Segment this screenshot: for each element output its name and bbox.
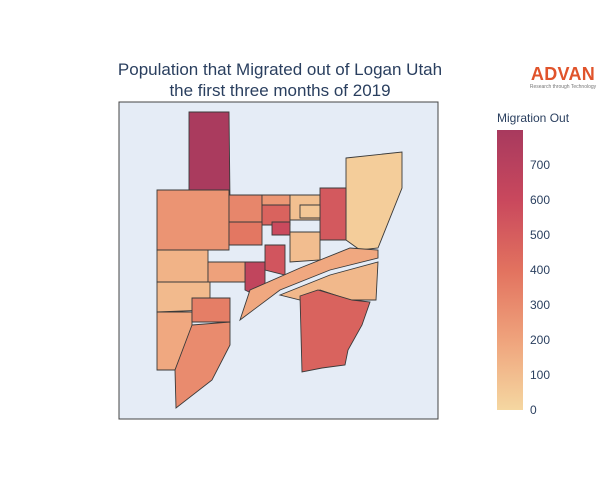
colorbar-tick-label: 500 [530,228,550,242]
chart-title-line1: Population that Migrated out of Logan Ut… [117,60,443,79]
region-east-center[interactable] [319,187,347,241]
logo-wordmark: ADVAN [530,64,596,84]
region-west-mid[interactable] [156,249,209,283]
region-center-a[interactable] [228,194,263,223]
colorbar-tick-label: 200 [530,333,550,347]
colorbar-title: Migration Out [497,111,570,125]
region-center-d[interactable] [228,221,263,246]
colorbar [497,130,523,410]
region-west-upper[interactable] [156,189,230,251]
region-southeast-big[interactable] [299,289,371,373]
colorbar-tick-label: 100 [530,368,550,382]
region-center-c[interactable] [271,221,291,236]
region-small-3[interactable] [299,204,321,219]
region-center-h[interactable] [264,244,286,276]
region-east-lower[interactable] [289,231,321,263]
colorbar-tick-label: 600 [530,193,550,207]
region-small-2[interactable] [191,297,231,323]
chart-title-line2: the first three months of 2019 [169,81,391,100]
logo-tagline: Research through Technology [529,84,597,90]
colorbar-tick-label: 0 [530,403,537,417]
region-small-1[interactable] [207,261,246,283]
colorbar-tick-label: 700 [530,158,550,172]
colorbar-tick-label: 300 [530,298,550,312]
colorbar-tick-label: 400 [530,263,550,277]
region-corridor-1[interactable] [239,247,379,322]
advan-logo: ADVAN Research through Technology [528,64,598,92]
